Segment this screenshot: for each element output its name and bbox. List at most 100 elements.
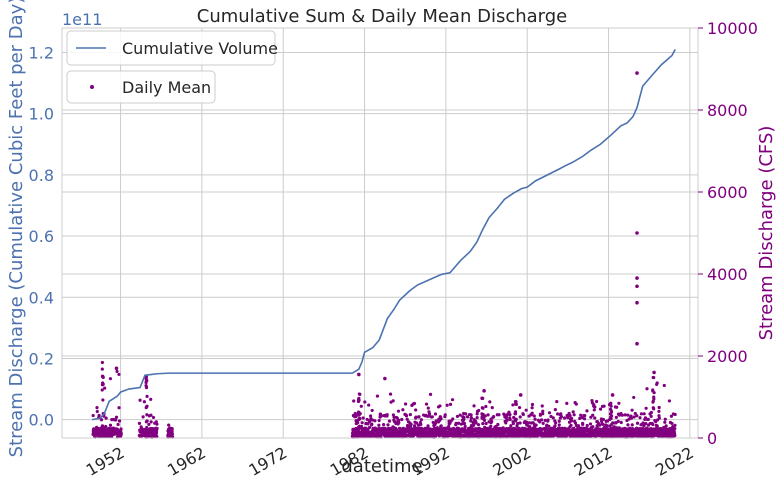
daily-mean-point <box>651 434 655 438</box>
daily-mean-point <box>360 421 364 425</box>
daily-mean-point <box>359 404 363 408</box>
daily-mean-point <box>641 421 645 425</box>
daily-mean-point <box>100 367 104 371</box>
daily-mean-point <box>464 412 468 416</box>
daily-mean-point <box>551 416 555 420</box>
right-tick-label: 10000 <box>707 19 758 38</box>
right-tick-label: 8000 <box>707 101 748 120</box>
right-tick-label: 0 <box>707 429 717 448</box>
daily-mean-point <box>601 417 606 422</box>
daily-mean-point <box>170 427 174 431</box>
daily-mean-point <box>428 392 433 396</box>
daily-mean-point <box>104 425 108 429</box>
daily-mean-point <box>571 410 575 414</box>
daily-mean-point <box>632 395 636 400</box>
daily-mean-point <box>511 403 515 407</box>
daily-mean-point <box>667 399 672 403</box>
daily-mean-point <box>414 421 419 425</box>
daily-mean-point <box>609 414 614 418</box>
daily-mean-point <box>492 414 496 419</box>
daily-mean-point <box>541 421 545 426</box>
daily-mean-point <box>114 415 119 419</box>
daily-mean-point <box>620 413 624 417</box>
daily-mean-point <box>632 415 636 419</box>
daily-mean-point <box>569 419 574 423</box>
daily-mean-point <box>361 416 365 420</box>
daily-mean-point <box>605 424 609 428</box>
daily-mean-point <box>602 404 606 408</box>
daily-mean-point <box>530 406 534 410</box>
daily-mean-point <box>655 424 659 428</box>
daily-mean-point <box>373 419 377 423</box>
daily-mean-point <box>409 422 413 427</box>
daily-mean-point <box>514 402 518 406</box>
daily-mean-point <box>147 422 151 426</box>
daily-mean-point <box>115 369 119 374</box>
daily-mean-point <box>657 405 661 410</box>
daily-mean-point <box>626 423 630 427</box>
daily-mean-point <box>565 401 569 405</box>
daily-mean-point <box>638 416 642 420</box>
daily-mean-point <box>100 360 104 365</box>
daily-mean-point <box>392 415 396 419</box>
daily-mean-point <box>508 413 512 417</box>
daily-mean-point <box>673 426 677 431</box>
daily-mean-point <box>97 413 101 418</box>
daily-mean-point <box>557 419 561 423</box>
left-tick-label: 0.0 <box>29 411 54 430</box>
daily-mean-point <box>469 419 473 423</box>
left-tick-label: 0.8 <box>29 166 54 185</box>
left-y-axis-label: Stream Discharge (Cumulative Cubic Feet … <box>6 0 27 457</box>
daily-mean-point <box>517 405 522 410</box>
daily-mean-point <box>589 415 593 419</box>
daily-mean-point <box>439 417 443 421</box>
daily-mean-point <box>95 409 99 414</box>
daily-mean-point <box>484 404 488 409</box>
daily-mean-point <box>588 422 593 426</box>
daily-mean-point <box>119 427 123 431</box>
right-y-axis-label: Stream Discharge (CFS) <box>756 126 777 341</box>
daily-mean-point <box>483 414 487 418</box>
daily-mean-point <box>566 416 570 420</box>
daily-mean-point <box>401 408 405 412</box>
daily-mean-point <box>414 408 418 412</box>
daily-mean-point <box>595 399 599 404</box>
daily-mean-point <box>644 406 648 410</box>
daily-mean-point <box>480 412 484 416</box>
daily-mean-point <box>521 412 525 417</box>
daily-mean-point <box>635 71 639 75</box>
daily-mean-point <box>635 414 639 418</box>
daily-mean-point <box>95 406 99 410</box>
daily-mean-point <box>100 383 105 387</box>
daily-mean-point <box>482 418 487 422</box>
daily-mean-point <box>610 393 615 397</box>
daily-mean-point <box>581 422 585 426</box>
daily-mean-point <box>673 412 677 417</box>
daily-mean-point <box>368 414 373 418</box>
daily-mean-point <box>652 370 656 375</box>
daily-mean-point <box>547 424 551 428</box>
daily-mean-point <box>541 409 545 413</box>
daily-mean-point <box>114 366 119 371</box>
daily-mean-point <box>615 405 619 409</box>
daily-mean-point <box>149 413 153 417</box>
daily-mean-point <box>532 414 536 418</box>
daily-mean-point <box>367 425 372 429</box>
daily-mean-point <box>375 394 380 398</box>
daily-mean-point <box>155 434 159 438</box>
daily-mean-point <box>635 231 639 235</box>
daily-mean-point <box>490 419 494 424</box>
daily-mean-point <box>646 417 650 422</box>
daily-mean-point <box>531 428 535 433</box>
daily-mean-point <box>469 416 473 420</box>
daily-mean-point <box>145 404 149 409</box>
legend-cumulative-volume: Cumulative Volume <box>66 30 278 66</box>
daily-mean-point <box>642 424 646 428</box>
daily-mean-point <box>383 376 387 381</box>
daily-mean-point <box>576 424 581 428</box>
legend-label-cumulative: Cumulative Volume <box>122 39 278 58</box>
daily-mean-point <box>642 412 646 416</box>
daily-mean-point <box>445 403 449 407</box>
daily-mean-point <box>155 422 159 426</box>
